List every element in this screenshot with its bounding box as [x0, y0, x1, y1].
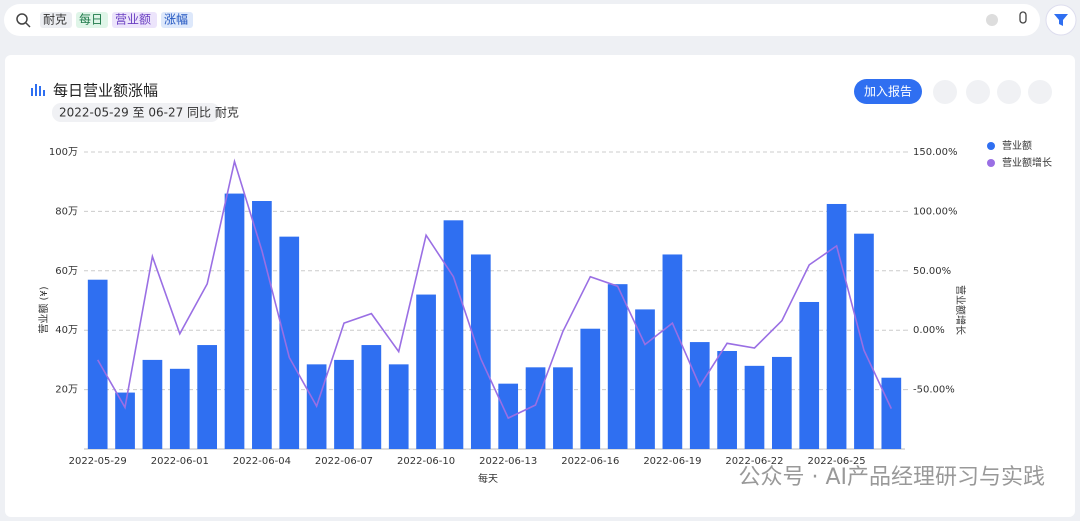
search-chip-label: 营业额: [115, 13, 151, 27]
bar: [169, 368, 190, 449]
card-subtitle: 2022-05-29 至 06-27 同比 耐克: [59, 106, 239, 120]
button-label: 加入报告: [864, 84, 912, 99]
bar: [607, 284, 628, 449]
bar: [662, 254, 683, 449]
x-tick-label: 2022-06-25: [808, 456, 866, 467]
bar: [689, 342, 710, 449]
search-chip-label: 耐克: [43, 13, 67, 27]
bar: [881, 377, 902, 449]
bar: [525, 367, 546, 449]
x-tick-label: 2022-06-22: [725, 456, 783, 467]
search-chip: [40, 12, 72, 28]
bar: [361, 345, 382, 449]
bar: [388, 364, 409, 449]
bar: [553, 367, 573, 449]
x-tick-label: 2022-06-19: [643, 456, 701, 467]
bar: [854, 233, 874, 449]
card-title: 每日营业额涨幅: [53, 82, 158, 100]
x-tick-label: 2022-06-04: [233, 456, 291, 467]
line: [97, 158, 893, 420]
search-chip: [161, 12, 193, 28]
y-tick-label: 20万: [55, 385, 78, 396]
bar: [771, 356, 792, 449]
x-axis-title: 每天: [478, 472, 498, 485]
search-chip-label: 每日: [79, 12, 103, 27]
y-axis-title: 营业额 (¥): [37, 286, 50, 333]
y-tick-label: 40万: [55, 325, 78, 336]
watermark: 公众号 · AI产品经理研习与实践: [738, 465, 1045, 490]
y-tick-label: 80万: [55, 206, 78, 217]
mic-button[interactable]: [1019, 11, 1027, 24]
bar: [580, 328, 601, 449]
search-icon: [16, 13, 28, 25]
x-tick-label: 2022-06-16: [561, 456, 619, 467]
search-chip-label: 涨幅: [164, 12, 188, 27]
bar: [115, 392, 135, 449]
search-chip: [76, 12, 108, 28]
bar: [279, 236, 300, 449]
legend-swatch: [987, 159, 995, 167]
y2-tick-label: -50.00%: [913, 385, 955, 396]
search-bar[interactable]: [4, 4, 1040, 36]
bar: [744, 365, 765, 449]
x-tick-label: 2022-05-29: [69, 456, 127, 467]
bar: [826, 203, 847, 449]
legend-label: 营业额增长: [1002, 156, 1052, 169]
bar: [87, 279, 108, 449]
edit-button[interactable]: [966, 80, 990, 104]
x-tick-label: 2022-06-01: [151, 456, 209, 467]
legend-swatch: [987, 142, 995, 150]
bar: [799, 301, 820, 449]
bar: [334, 359, 354, 449]
x-tick-label: 2022-06-10: [397, 456, 455, 467]
bar: [635, 309, 655, 449]
chart-type-button[interactable]: [933, 80, 957, 104]
y2-axis-title: 营业额增长: [954, 285, 967, 335]
y2-tick-label: 50.00%: [913, 266, 951, 277]
y2-tick-label: 150.00%: [913, 147, 958, 158]
y-tick-label: 60万: [55, 266, 78, 277]
search-chip: [112, 12, 157, 28]
bar: [224, 193, 245, 449]
y2-tick-label: 100.00%: [913, 206, 958, 217]
y2-tick-label: 0.00%: [913, 325, 945, 336]
more-button[interactable]: [1028, 80, 1052, 104]
share-button[interactable]: [997, 80, 1021, 104]
chart-icon: [31, 84, 45, 96]
bar: [416, 294, 436, 449]
add-report-button[interactable]: [854, 79, 922, 104]
bar: [142, 359, 163, 449]
bar: [717, 350, 737, 449]
bar: [470, 254, 491, 449]
x-tick-label: 2022-06-07: [315, 456, 373, 467]
legend-label: 营业额: [1002, 139, 1032, 152]
clear-button[interactable]: [986, 14, 998, 26]
bar: [197, 345, 218, 449]
bar: [252, 201, 272, 449]
bar: [443, 220, 464, 449]
toolbar: [933, 80, 1052, 104]
x-tick-label: 2022-06-13: [479, 456, 537, 467]
y-tick-label: 100万: [49, 147, 78, 158]
